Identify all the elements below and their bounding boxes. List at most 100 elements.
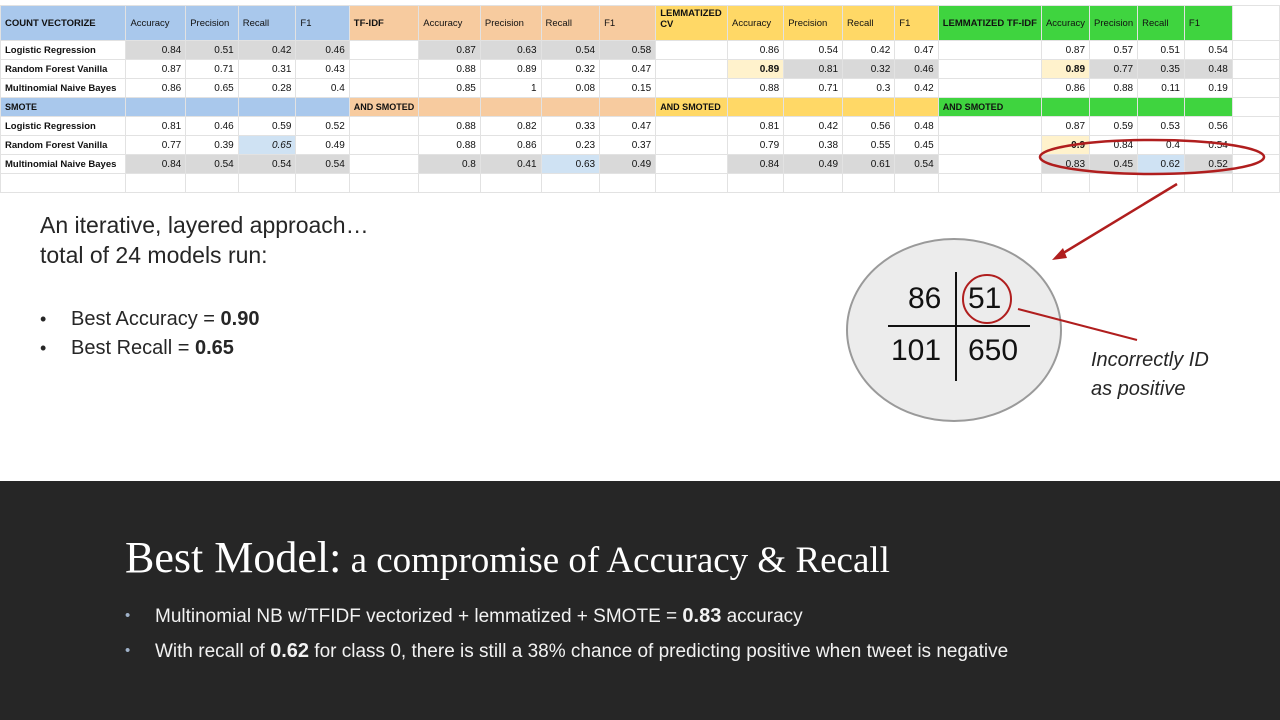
metric-cell[interactable]: 0.59	[237, 116, 297, 136]
header-precision[interactable]: Precision	[1089, 5, 1139, 41]
metric-cell[interactable]: 0.28	[237, 78, 297, 98]
empty-cell[interactable]	[1231, 59, 1280, 79]
metric-cell[interactable]: 0.84	[727, 154, 785, 174]
empty-cell[interactable]	[237, 173, 297, 193]
empty-cell[interactable]	[1231, 40, 1280, 60]
header-recall[interactable]: Recall	[540, 5, 601, 41]
empty-cell[interactable]	[599, 97, 657, 117]
and-smoted-label[interactable]: AND SMOTED	[655, 97, 729, 117]
header-f1[interactable]: F1	[894, 5, 939, 41]
metric-cell[interactable]: 0.38	[783, 135, 844, 155]
empty-cell[interactable]	[937, 59, 1042, 79]
header-recall[interactable]: Recall	[237, 5, 297, 41]
empty-cell[interactable]	[479, 97, 542, 117]
empty-cell[interactable]	[655, 116, 729, 136]
header-tfidf[interactable]: TF-IDF	[348, 5, 420, 41]
metric-cell[interactable]: 0.49	[295, 135, 350, 155]
model-name-cell[interactable]: Random Forest Vanilla	[0, 59, 127, 79]
metric-cell[interactable]: 0.47	[599, 59, 657, 79]
empty-cell[interactable]	[842, 173, 896, 193]
empty-cell[interactable]	[937, 78, 1042, 98]
metric-cell[interactable]: 0.54	[295, 154, 350, 174]
header-f1[interactable]: F1	[599, 5, 657, 41]
metric-cell[interactable]: 0.15	[599, 78, 657, 98]
metric-cell[interactable]: 0.47	[894, 40, 939, 60]
header-accuracy[interactable]: Accuracy	[125, 5, 187, 41]
empty-cell[interactable]	[418, 97, 481, 117]
empty-cell[interactable]	[348, 59, 420, 79]
metric-cell[interactable]: 0.35	[1137, 59, 1185, 79]
metric-cell[interactable]: 0.57	[1089, 40, 1139, 60]
metric-cell[interactable]: 0.48	[894, 116, 939, 136]
model-name-cell[interactable]: Multinomial Naive Bayes	[0, 154, 127, 174]
header-recall[interactable]: Recall	[1137, 5, 1185, 41]
header-accuracy[interactable]: Accuracy	[1040, 5, 1091, 41]
metric-cell[interactable]: 0.54	[1183, 135, 1233, 155]
metric-cell[interactable]: 0.43	[295, 59, 350, 79]
header-precision[interactable]: Precision	[783, 5, 844, 41]
metric-cell[interactable]: 0.88	[418, 116, 481, 136]
empty-cell[interactable]	[348, 173, 420, 193]
metric-cell[interactable]: 0.88	[418, 59, 481, 79]
empty-cell[interactable]	[727, 173, 785, 193]
empty-cell[interactable]	[937, 135, 1042, 155]
empty-cell[interactable]	[655, 173, 729, 193]
metric-cell[interactable]: 0.85	[418, 78, 481, 98]
empty-cell[interactable]	[1040, 97, 1091, 117]
empty-cell[interactable]	[185, 97, 239, 117]
metric-cell[interactable]: 0.42	[842, 40, 896, 60]
metric-cell[interactable]: 0.63	[540, 154, 601, 174]
metric-cell[interactable]: 0.88	[727, 78, 785, 98]
metric-cell[interactable]: 0.49	[599, 154, 657, 174]
metric-cell[interactable]: 0.83	[1040, 154, 1091, 174]
header-f1[interactable]: F1	[1183, 5, 1233, 41]
and-smoted-label[interactable]: AND SMOTED	[937, 97, 1042, 117]
metric-cell[interactable]: 0.45	[1089, 154, 1139, 174]
empty-cell[interactable]	[125, 97, 187, 117]
metric-cell[interactable]: 0.46	[894, 59, 939, 79]
empty-cell[interactable]	[599, 173, 657, 193]
metric-cell[interactable]: 0.45	[894, 135, 939, 155]
empty-cell[interactable]	[842, 97, 896, 117]
metric-cell[interactable]: 0.65	[185, 78, 239, 98]
empty-cell[interactable]	[1231, 78, 1280, 98]
empty-cell[interactable]	[540, 97, 601, 117]
metric-cell[interactable]: 0.54	[185, 154, 239, 174]
header-lemmatized-tfidf[interactable]: LEMMATIZED TF-IDF	[937, 5, 1042, 41]
header-lemmatized-cv[interactable]: LEMMATIZED CV	[655, 5, 729, 41]
empty-cell[interactable]	[1231, 97, 1280, 117]
metric-cell[interactable]: 0.41	[479, 154, 542, 174]
metric-cell[interactable]: 0.86	[479, 135, 542, 155]
metric-cell[interactable]: 0.59	[1089, 116, 1139, 136]
header-recall[interactable]: Recall	[842, 5, 896, 41]
metric-cell[interactable]: 0.49	[783, 154, 844, 174]
metric-cell[interactable]: 0.84	[125, 154, 187, 174]
empty-cell[interactable]	[1137, 173, 1185, 193]
metric-cell[interactable]: 0.62	[1137, 154, 1185, 174]
metric-cell[interactable]: 0.71	[185, 59, 239, 79]
metric-cell[interactable]: 0.4	[295, 78, 350, 98]
metric-cell[interactable]: 0.42	[894, 78, 939, 98]
empty-cell[interactable]	[1231, 173, 1280, 193]
empty-cell[interactable]	[1231, 116, 1280, 136]
empty-cell[interactable]	[1231, 5, 1280, 41]
header-accuracy[interactable]: Accuracy	[727, 5, 785, 41]
metric-cell[interactable]: 0.84	[125, 40, 187, 60]
metric-cell[interactable]: 0.23	[540, 135, 601, 155]
empty-cell[interactable]	[1089, 97, 1139, 117]
metric-cell[interactable]: 0.87	[1040, 116, 1091, 136]
metric-cell[interactable]: 0.81	[125, 116, 187, 136]
empty-cell[interactable]	[540, 173, 601, 193]
smote-label[interactable]: SMOTE	[0, 97, 127, 117]
metric-cell[interactable]: 0.81	[783, 59, 844, 79]
empty-cell[interactable]	[348, 135, 420, 155]
metric-cell[interactable]: 0.89	[727, 59, 785, 79]
metric-cell[interactable]: 0.8	[418, 154, 481, 174]
metric-cell[interactable]: 0.82	[479, 116, 542, 136]
empty-cell[interactable]	[655, 59, 729, 79]
metric-cell[interactable]: 0.71	[783, 78, 844, 98]
model-name-cell[interactable]: Random Forest Vanilla	[0, 135, 127, 155]
metric-cell[interactable]: 0.56	[842, 116, 896, 136]
empty-cell[interactable]	[937, 173, 1042, 193]
empty-cell[interactable]	[125, 173, 187, 193]
